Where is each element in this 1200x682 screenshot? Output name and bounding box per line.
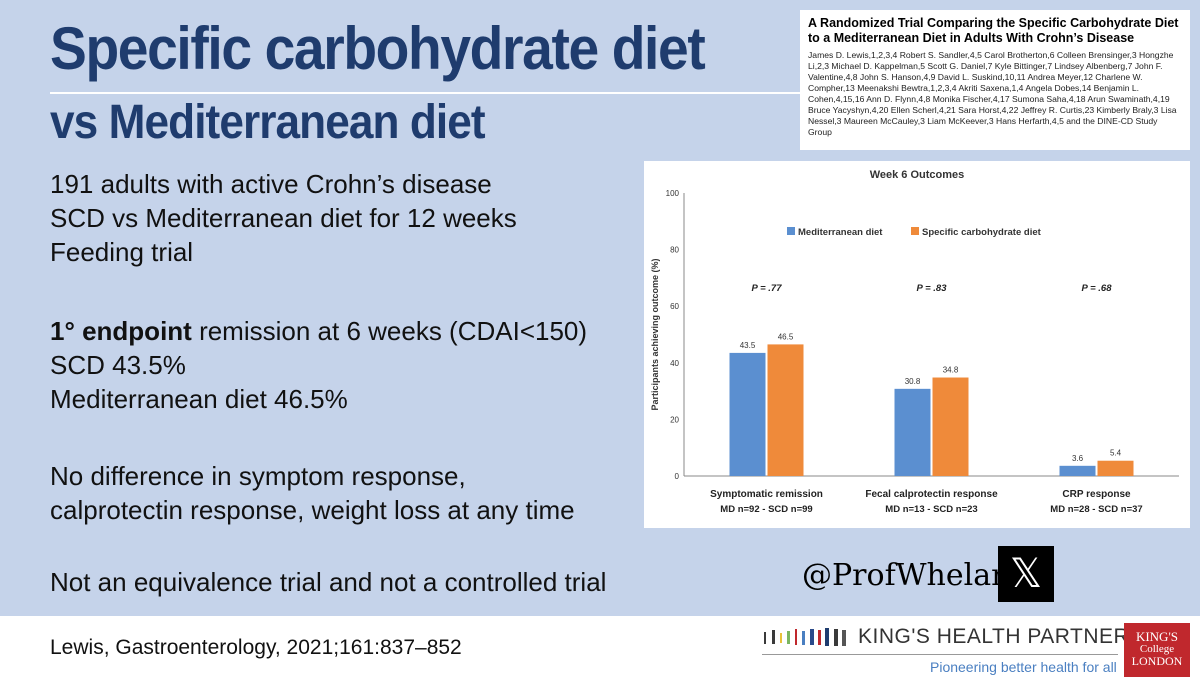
- bar: [1059, 465, 1096, 476]
- y-tick-label: 60: [670, 302, 679, 311]
- bar-value-label: 34.8: [943, 366, 959, 375]
- y-tick-label: 100: [666, 189, 680, 198]
- paper-excerpt: A Randomized Trial Comparing the Specifi…: [800, 10, 1190, 150]
- bar: [767, 344, 804, 476]
- scd-result: SCD 43.5%: [50, 350, 186, 380]
- study-line-1: 191 adults with active Crohn’s disease: [50, 169, 492, 199]
- khp-name: KING'S HEALTH PARTNERS: [858, 625, 1144, 648]
- paper-title: A Randomized Trial Comparing the Specifi…: [808, 16, 1179, 45]
- paper-authors: James D. Lewis,1,2,3,4 Robert S. Sandler…: [808, 50, 1177, 137]
- y-tick-label: 40: [670, 359, 679, 368]
- kcl-logo: KING'S College LONDON: [1124, 623, 1190, 677]
- bar-value-label: 43.5: [740, 341, 756, 350]
- title-divider: [50, 92, 1070, 94]
- week6-outcomes-chart: Week 6 Outcomes 0 20 40 60 80 100 Participants …: [644, 161, 1190, 528]
- y-axis-label: Participants achieving outcome (%): [650, 258, 660, 410]
- p-value-label: P = .83: [916, 283, 947, 294]
- y-tick-label: 0: [675, 472, 680, 481]
- category-count-label: MD n=92 - SCD n=99: [720, 504, 812, 515]
- citation: Lewis, Gastroenterology, 2021;161:837–85…: [50, 636, 462, 659]
- legend-label: Mediterranean diet: [798, 227, 883, 238]
- slide-subtitle: vs Mediterranean diet: [50, 96, 486, 149]
- category-count-label: MD n=28 - SCD n=37: [1050, 504, 1142, 515]
- bar-value-label: 3.6: [1072, 454, 1084, 463]
- bar-value-label: 30.8: [905, 377, 921, 386]
- category-count-label: MD n=13 - SCD n=23: [885, 504, 977, 515]
- y-tick-label: 20: [670, 415, 679, 424]
- kcl-line-3: LONDON: [1131, 654, 1183, 668]
- category-label: CRP response: [1062, 489, 1131, 500]
- slide-title: Specific carbohydrate diet: [50, 15, 706, 82]
- bar: [894, 388, 931, 476]
- bar: [1097, 460, 1134, 476]
- study-line-2: SCD vs Mediterranean diet for 12 weeks: [50, 203, 517, 233]
- bar: [932, 377, 969, 476]
- legend-swatch: [787, 227, 795, 235]
- md-result: Mediterranean diet 46.5%: [50, 384, 348, 414]
- legend-swatch: [911, 227, 919, 235]
- khp-tagline: Pioneering better health for all: [930, 659, 1117, 675]
- endpoint-text: remission at 6 weeks (CDAI<150): [191, 316, 588, 346]
- chart-svg: Week 6 Outcomes 0 20 40 60 80 100 Participants …: [650, 169, 1179, 515]
- no-difference-line-2: calprotectin response, weight loss at an…: [50, 495, 575, 525]
- khp-logo-bars-icon: [764, 628, 846, 646]
- kcl-line-1: KING'S: [1135, 629, 1179, 644]
- footer-bar: [0, 616, 1200, 682]
- chart-title: Week 6 Outcomes: [870, 169, 965, 181]
- bar: [729, 352, 766, 476]
- no-difference-line-1: No difference in symptom response,: [50, 461, 466, 491]
- x-logo-icon[interactable]: 𝕏: [998, 546, 1054, 602]
- bar-value-label: 5.4: [1110, 449, 1122, 458]
- kcl-line-2: College: [1139, 643, 1175, 655]
- p-value-label: P = .77: [751, 283, 782, 294]
- caveat-text: Not an equivalence trial and not a contr…: [50, 567, 607, 597]
- twitter-handle[interactable]: @ProfWhelan: [802, 558, 1011, 593]
- khp-divider: [762, 654, 1118, 655]
- study-line-3: Feeding trial: [50, 237, 194, 267]
- category-label: Fecal calprotectin response: [865, 489, 998, 500]
- bar-value-label: 46.5: [778, 332, 794, 341]
- legend-label: Specific carbohydrate diet: [922, 227, 1042, 238]
- endpoint-line: 1° endpoint remission at 6 weeks (CDAI<1…: [50, 314, 587, 348]
- y-tick-label: 80: [670, 246, 679, 255]
- category-label: Symptomatic remission: [710, 489, 823, 500]
- p-value-label: P = .68: [1081, 283, 1112, 294]
- endpoint-label: 1° endpoint: [50, 316, 192, 346]
